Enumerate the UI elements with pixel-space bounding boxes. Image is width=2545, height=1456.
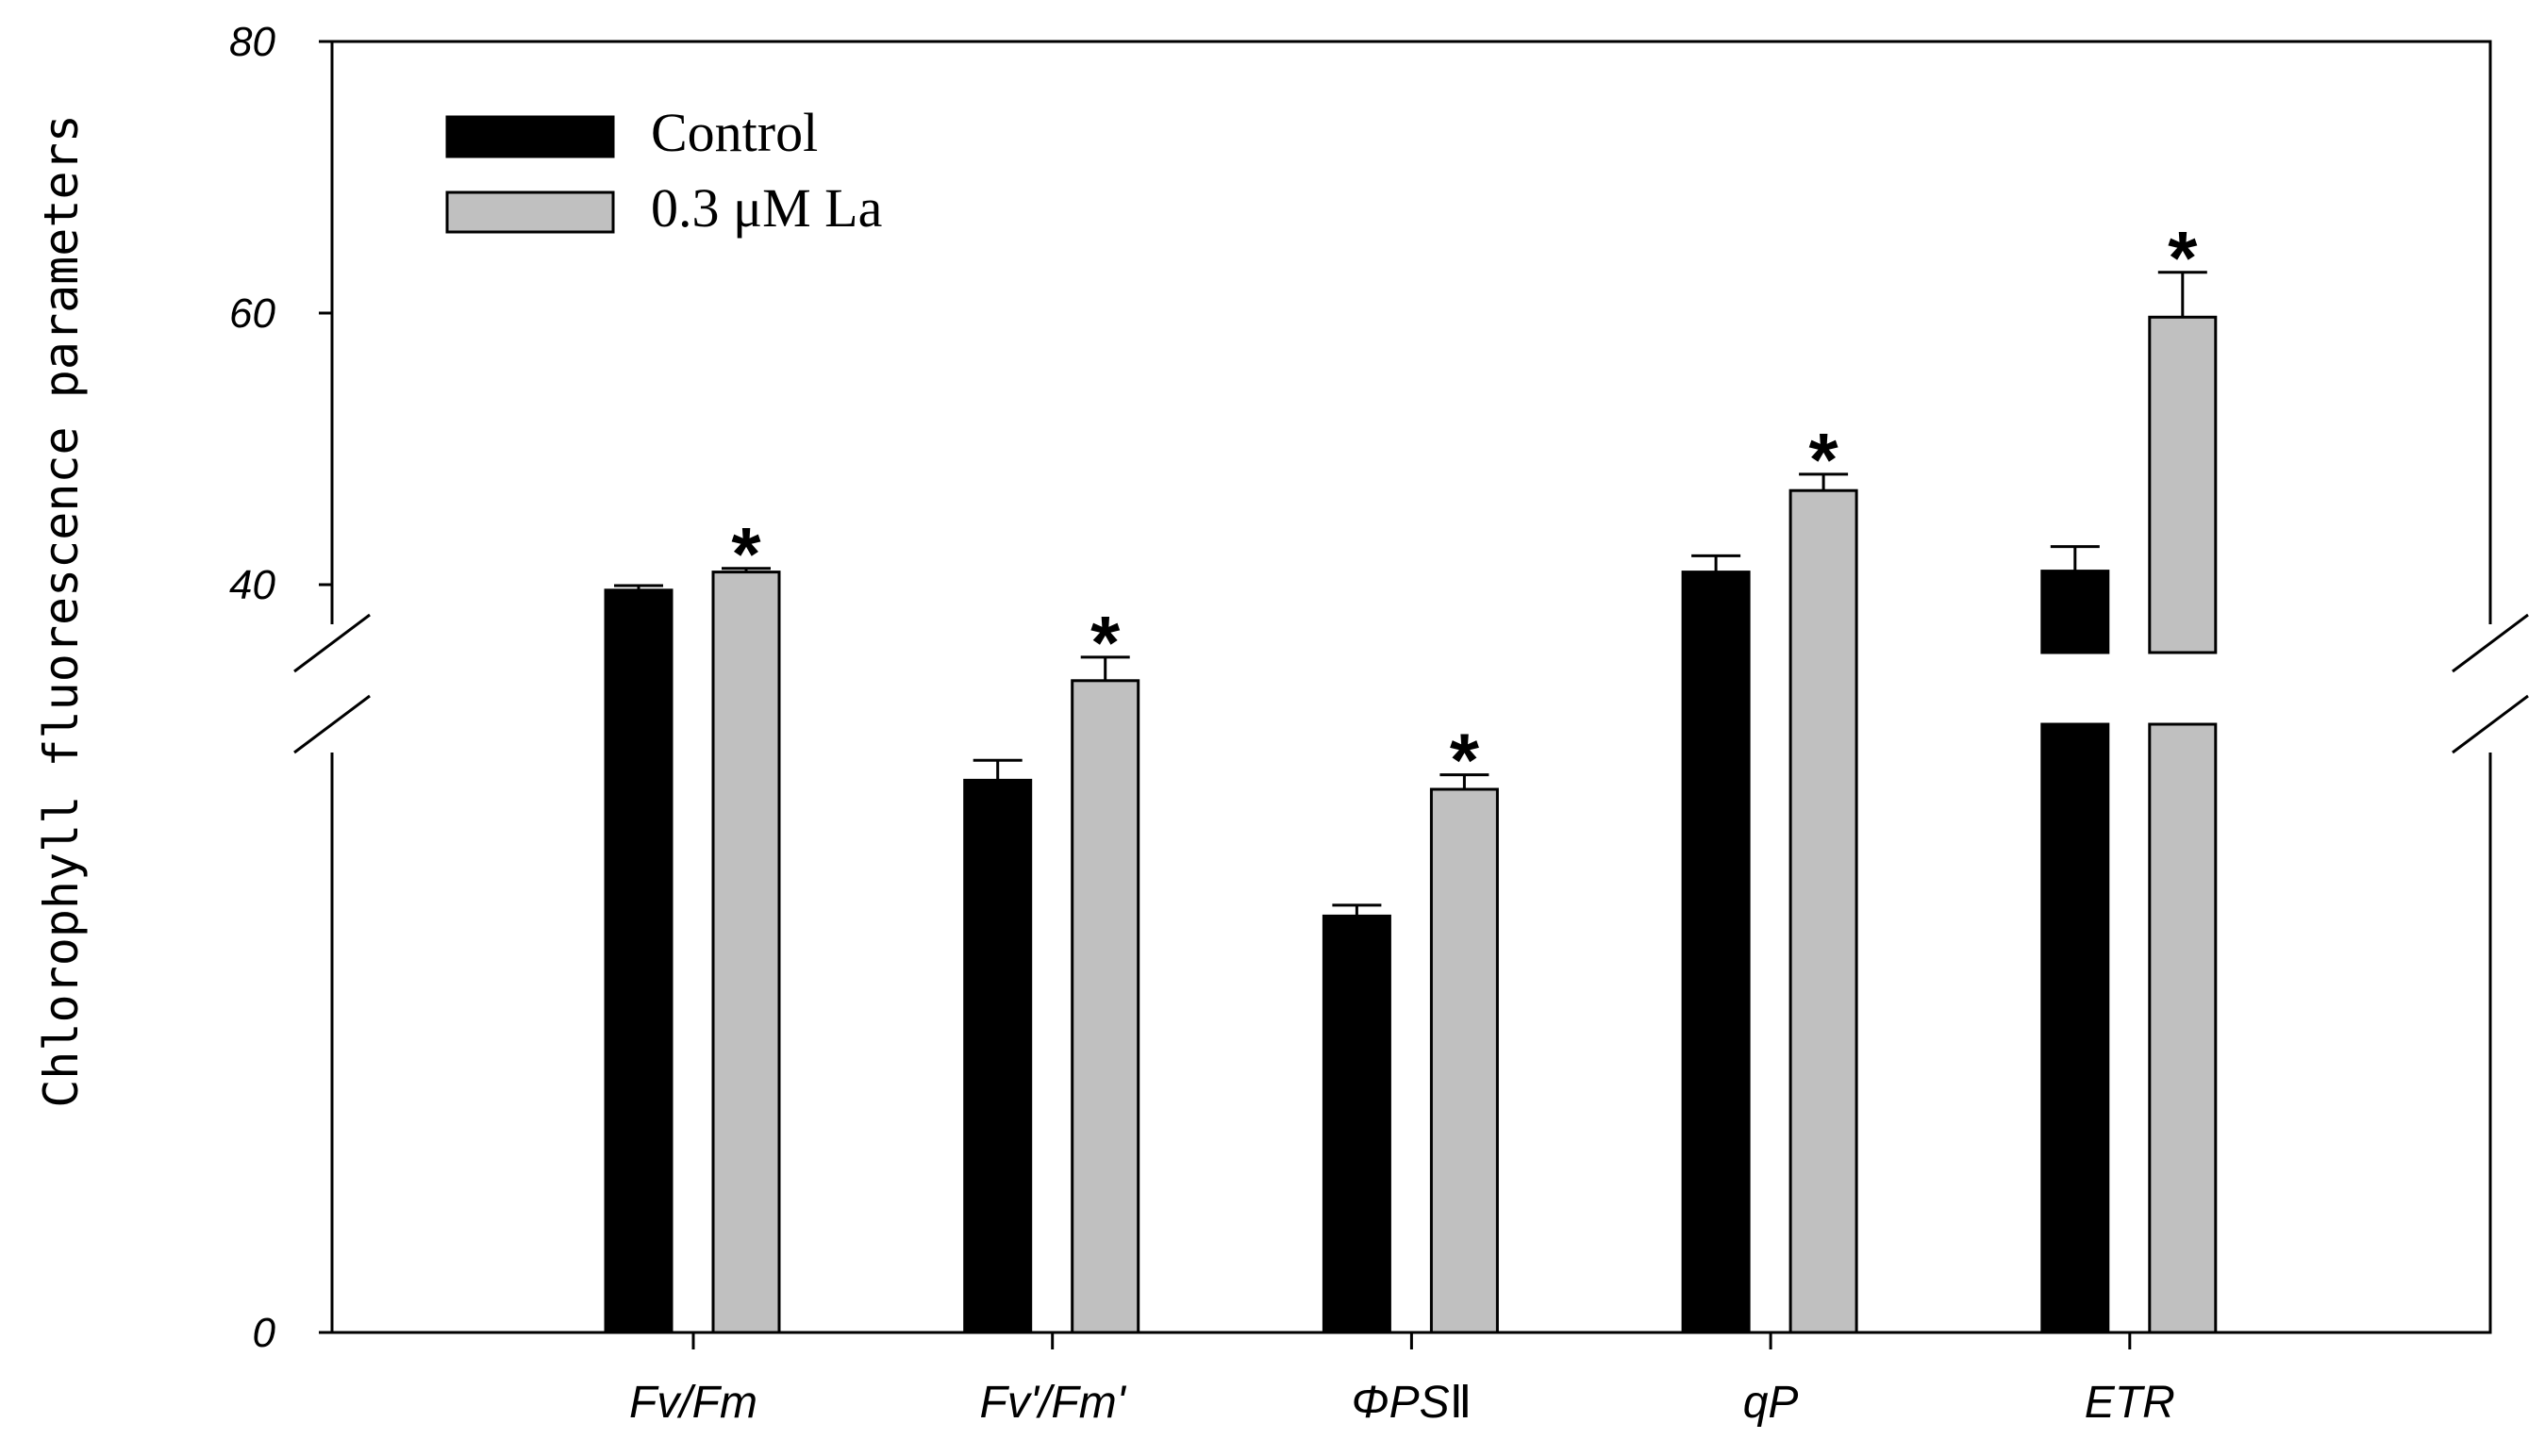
- x-axis: Fv/Fm Fv'/Fm' ΦPSⅡ qP ETR: [629, 1332, 2175, 1428]
- bar-0-3: [1681, 571, 1751, 1334]
- significance-1-3: *: [1809, 418, 1839, 502]
- bar-1-2: [1429, 787, 1499, 1334]
- bars: * * * * *: [604, 216, 2218, 1334]
- error-bar-1-3: [1799, 472, 1849, 491]
- x-tick-label-4: ETR: [2085, 1378, 2175, 1428]
- x-tick-label-2: ΦPSⅡ: [1351, 1378, 1472, 1428]
- bar-0-0: [604, 588, 674, 1334]
- plot-frame-top: [330, 40, 2492, 624]
- x-tick-label-suffix-2: Ⅱ: [1450, 1378, 1472, 1428]
- bar-0-2: [1322, 914, 1391, 1334]
- error-bar-0-4: [2050, 545, 2100, 571]
- bar-1-3: [1788, 488, 1858, 1334]
- y-tick-label-80: 80: [229, 19, 275, 65]
- bar-1-0: [711, 571, 781, 1334]
- axis-break-mark-left-upper: [293, 613, 371, 673]
- legend-label-0: Control: [651, 102, 818, 163]
- legend-label-1: 0.3 μM La: [651, 177, 882, 239]
- error-bar-0-2: [1332, 903, 1382, 917]
- significance-1-4: *: [2168, 216, 2198, 300]
- error-bar-0-3: [1691, 554, 1741, 572]
- bar-0-1: [963, 778, 1033, 1334]
- y-tick-label-40: 40: [229, 562, 275, 608]
- error-bar-1-0: [722, 567, 771, 572]
- y-axis: 80 60 40 0: [229, 19, 332, 1356]
- x-tick-label-0: Fv/Fm: [629, 1378, 757, 1428]
- bar-1-1: [1071, 679, 1140, 1334]
- significance-1-0: *: [731, 512, 761, 596]
- error-bar-1-1: [1080, 655, 1130, 681]
- x-tick-label-3: qP: [1743, 1378, 1799, 1428]
- significance-1-2: *: [1450, 719, 1480, 802]
- bar-1-4-lower: [2148, 722, 2218, 1334]
- bar-0-4-upper: [2040, 570, 2110, 654]
- y-tick-label-60: 60: [229, 290, 275, 337]
- y-axis-label: Chlorophyll fluorescence parameters: [34, 114, 89, 1108]
- bar-0-4-lower: [2040, 722, 2110, 1334]
- error-bar-1-4: [2157, 271, 2207, 318]
- legend-swatch-0: [445, 115, 615, 158]
- legend: Control 0.3 μM La: [445, 102, 882, 239]
- axis-break-mark-right-lower: [2452, 694, 2529, 754]
- legend-swatch-1: [445, 190, 615, 234]
- y-tick-label-0: 0: [253, 1310, 276, 1356]
- error-bar-0-1: [973, 758, 1023, 781]
- x-tick-label-1: Fv'/Fm': [980, 1378, 1127, 1428]
- error-bar-1-2: [1439, 773, 1489, 789]
- significance-1-1: *: [1090, 601, 1121, 685]
- axis-break-mark-left-lower: [293, 694, 371, 754]
- axis-break-mark-right-upper: [2452, 613, 2529, 673]
- error-bar-0-0: [614, 584, 663, 590]
- bar-1-4-upper: [2148, 315, 2218, 654]
